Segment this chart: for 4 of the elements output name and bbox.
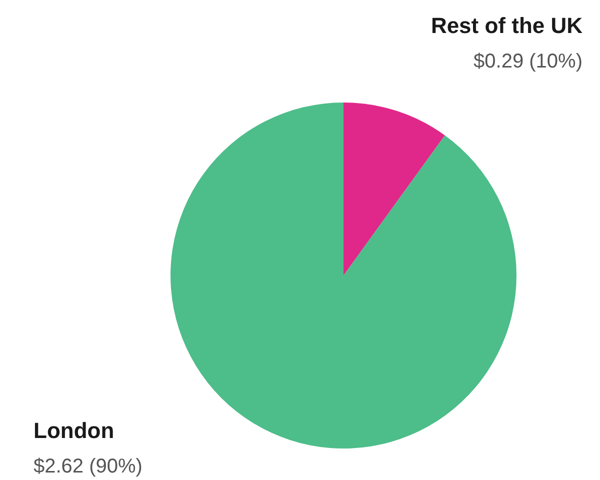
data-label: $2.62 (90%): [34, 456, 142, 478]
data-label: $0.29 (10%): [474, 50, 583, 72]
slice-label: Rest of the UK: [430, 13, 583, 38]
slice-label: London: [34, 418, 114, 443]
